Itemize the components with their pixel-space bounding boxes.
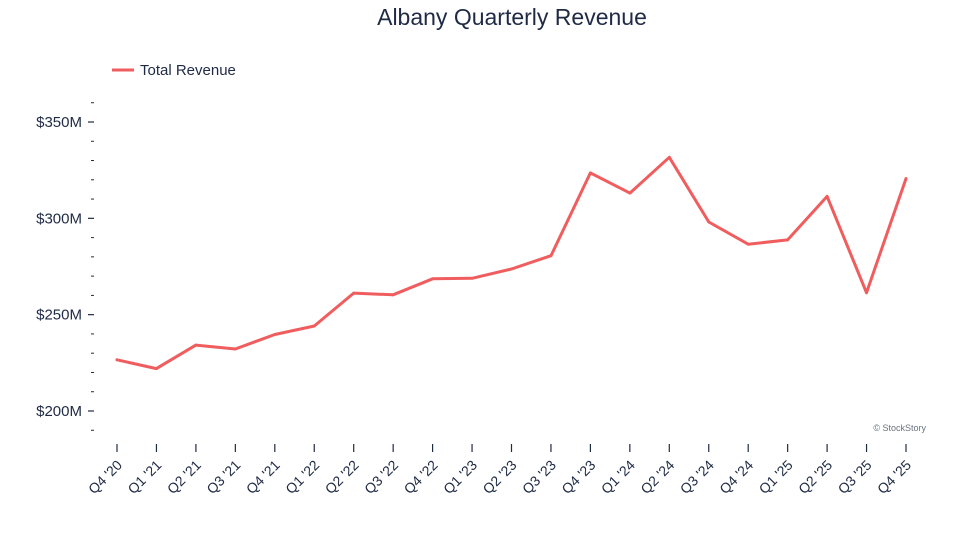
y-tick-label: $350M — [36, 114, 82, 131]
x-tick-label: Q3 '23 — [519, 457, 559, 497]
y-tick-label: $200M — [36, 403, 82, 420]
x-tick-label: Q2 '24 — [637, 457, 677, 497]
x-tick-label: Q2 '21 — [164, 457, 204, 497]
data-point — [273, 333, 277, 336]
x-tick-label: Q1 '22 — [282, 457, 322, 497]
data-point — [589, 171, 592, 175]
x-tick-label: Q2 '23 — [479, 457, 519, 497]
watermark: © StockStory — [873, 423, 926, 433]
y-tick-label: $300M — [36, 210, 82, 227]
data-point — [667, 155, 671, 159]
x-tick-label: Q1 '21 — [124, 457, 164, 497]
x-tick-label: Q3 '24 — [677, 457, 717, 497]
x-tick-label: Q2 '25 — [795, 457, 835, 497]
data-point — [865, 291, 868, 295]
data-point — [904, 177, 908, 181]
x-tick-label: Q4 '20 — [85, 457, 125, 497]
x-tick-label: Q1 '24 — [598, 457, 638, 497]
x-tick-label: Q4 '21 — [243, 457, 283, 497]
x-tick-label: Q4 '22 — [401, 457, 441, 497]
x-tick-label: Q3 '21 — [203, 457, 243, 497]
data-point — [707, 220, 711, 224]
series-layer — [115, 155, 908, 371]
x-tick-label: Q4 '25 — [874, 457, 914, 497]
data-point — [352, 291, 356, 295]
y-tick-label: $250M — [36, 307, 82, 324]
x-tick-label: Q4 '24 — [716, 457, 756, 497]
data-point — [233, 347, 237, 351]
legend: Total Revenue — [112, 62, 236, 79]
data-point — [825, 194, 829, 198]
y-axis: $200M $250M $300M $350M — [36, 102, 94, 431]
data-point — [510, 267, 513, 271]
data-point — [431, 277, 434, 281]
x-tick-label: Q1 '23 — [440, 457, 480, 497]
series-line-total-revenue — [115, 155, 908, 371]
x-tick-label: Q2 '22 — [322, 457, 362, 497]
x-axis: Q4 '20 Q1 '21 Q2 '21 Q3 '21 Q4 '21 Q1 '22 Q2 '… — [85, 444, 914, 497]
chart-title: Albany Quarterly Revenue — [377, 4, 647, 30]
data-point — [628, 191, 632, 195]
x-tick-label: Q1 '25 — [756, 457, 796, 497]
x-tick-label: Q4 '23 — [558, 457, 598, 497]
data-point — [115, 358, 119, 362]
data-point — [155, 367, 158, 371]
data-point — [194, 343, 198, 347]
data-point — [746, 242, 750, 246]
data-point — [391, 293, 395, 297]
data-point — [470, 276, 474, 280]
data-point — [786, 238, 790, 242]
data-point — [549, 254, 553, 258]
x-tick-label: Q3 '22 — [361, 457, 401, 497]
x-tick-label: Q3 '25 — [834, 457, 874, 497]
data-point — [312, 324, 316, 328]
legend-label-total-revenue: Total Revenue — [140, 62, 236, 79]
